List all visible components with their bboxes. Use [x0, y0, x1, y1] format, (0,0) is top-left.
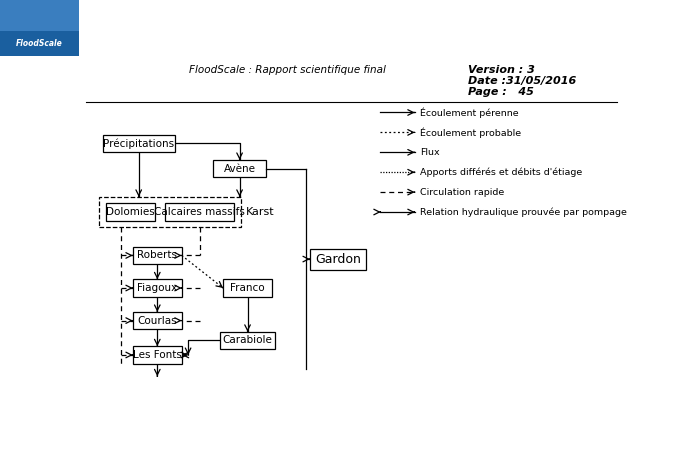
FancyBboxPatch shape	[106, 204, 155, 221]
FancyBboxPatch shape	[213, 160, 266, 177]
Text: Franco: Franco	[230, 283, 265, 293]
Text: Les Fonts: Les Fonts	[133, 350, 182, 360]
Text: Avène: Avène	[223, 164, 256, 173]
Text: Dolomies: Dolomies	[106, 207, 155, 217]
FancyBboxPatch shape	[310, 249, 366, 270]
FancyBboxPatch shape	[133, 247, 182, 264]
Text: Écoulement probable: Écoulement probable	[420, 127, 521, 138]
Text: Calcaires massifs: Calcaires massifs	[154, 207, 245, 217]
Text: Date :31/05/2016: Date :31/05/2016	[468, 76, 576, 86]
Text: Carabiole: Carabiole	[223, 336, 273, 345]
Text: Fiagoux: Fiagoux	[137, 283, 177, 293]
Text: Circulation rapide: Circulation rapide	[420, 188, 504, 196]
Bar	[0, 31, 79, 56]
Text: Flux: Flux	[420, 148, 440, 157]
Text: Relation hydraulique prouvée par pompage: Relation hydraulique prouvée par pompage	[420, 207, 627, 217]
Text: Version : 3: Version : 3	[468, 65, 535, 76]
FancyBboxPatch shape	[133, 312, 182, 329]
Text: FloodScale: FloodScale	[16, 39, 63, 48]
FancyBboxPatch shape	[165, 204, 234, 221]
Text: Écoulement pérenne: Écoulement pérenne	[420, 107, 519, 118]
Text: Apports différés et débits d'étiage: Apports différés et débits d'étiage	[420, 167, 582, 177]
FancyBboxPatch shape	[103, 134, 175, 152]
Text: Page :   45: Page : 45	[468, 87, 534, 97]
Text: Courlas: Courlas	[138, 315, 177, 326]
FancyBboxPatch shape	[220, 332, 275, 349]
FancyBboxPatch shape	[133, 346, 182, 364]
Text: Roberts: Roberts	[137, 251, 177, 260]
Text: Précipitations: Précipitations	[103, 138, 174, 149]
FancyBboxPatch shape	[133, 279, 182, 297]
Text: Gardon: Gardon	[315, 252, 361, 266]
Text: FloodScale : Rapport scientifique final: FloodScale : Rapport scientifique final	[189, 65, 386, 76]
Text: Karst: Karst	[246, 207, 275, 217]
FancyBboxPatch shape	[223, 279, 272, 297]
